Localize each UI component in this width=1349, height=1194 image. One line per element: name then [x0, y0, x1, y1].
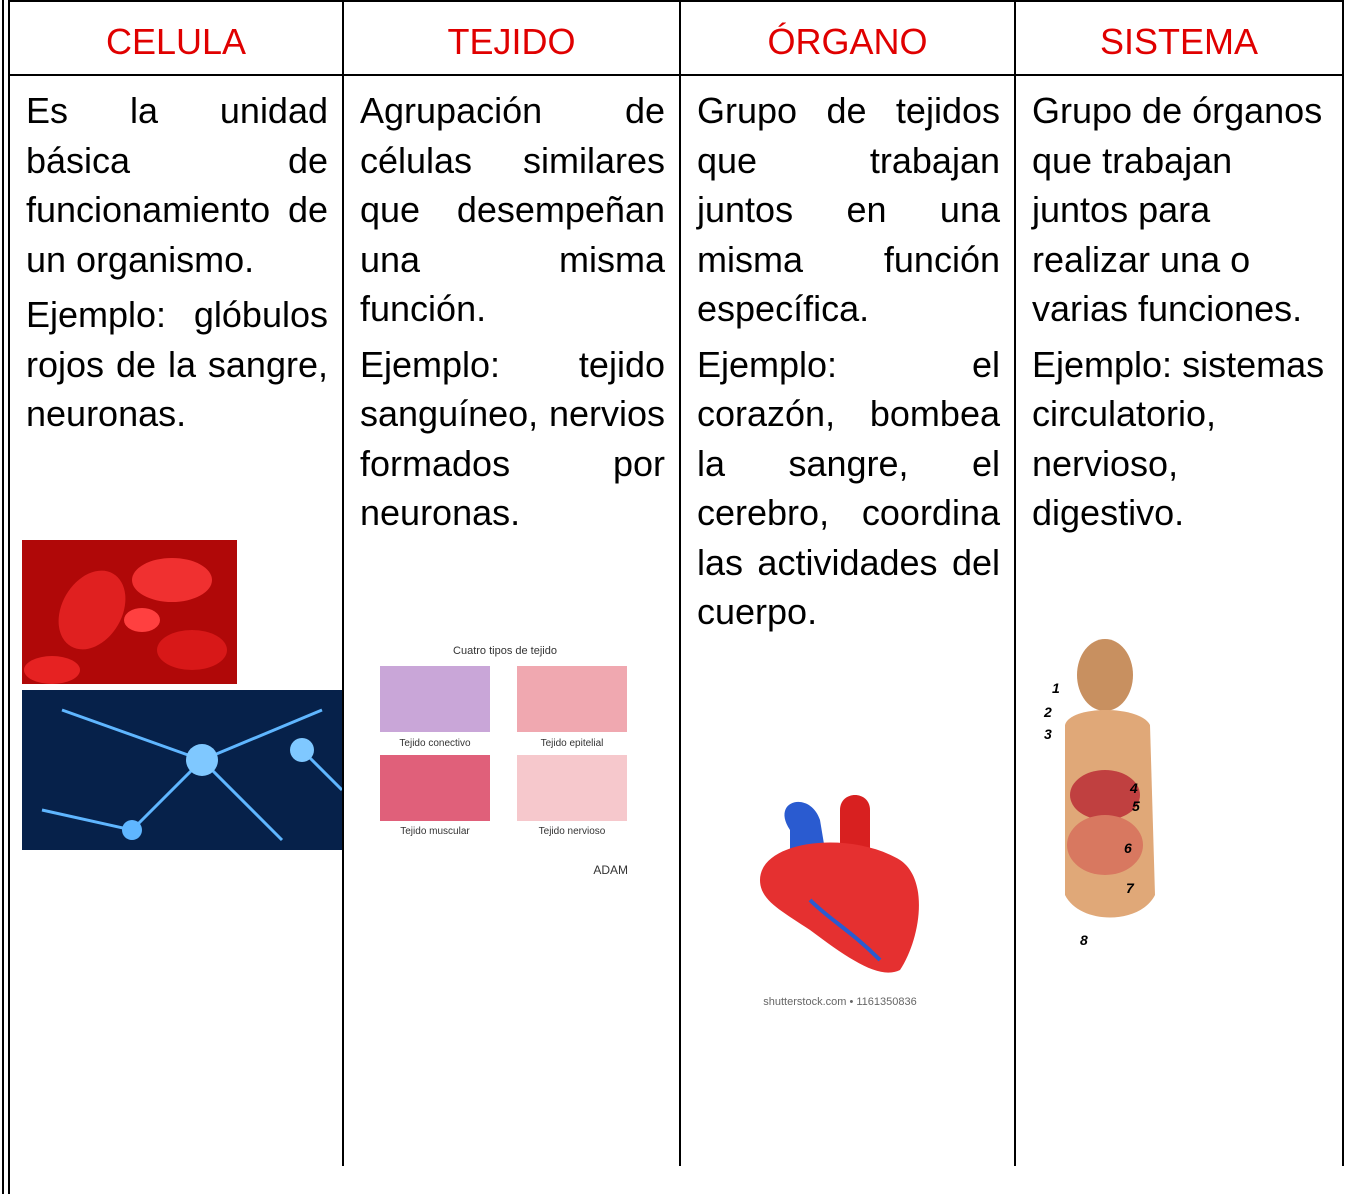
figure-label: Tejido muscular: [400, 826, 470, 837]
paragraph: Grupo de tejidos que trabajan juntos en …: [697, 90, 1000, 329]
header: ÓRGANO: [767, 21, 928, 62]
header: SISTEMA: [1099, 21, 1259, 62]
cell: Agrupación de células similares que dese…: [344, 86, 679, 544]
cell: Grupo de tejidos que trabajan juntos en …: [681, 86, 1014, 643]
paragraph: Ejemplo: sistemas circulatorio, nervioso…: [1032, 343, 1325, 534]
figure-label: 4: [1129, 780, 1138, 796]
figure-label: 7: [1126, 880, 1135, 896]
neurons-image: [22, 690, 342, 850]
paragraph: Es la unidad básica de funcionamiento de…: [26, 90, 328, 280]
figure-label: 2: [1043, 704, 1052, 720]
paragraph: Ejemplo: tejido sanguíneo, nervios forma…: [360, 343, 665, 534]
figure-label: Tejido nervioso: [539, 826, 606, 837]
border: [8, 0, 1343, 2]
border: [342, 0, 344, 1166]
paragraph: Ejemplo: el corazón, bombea la sangre, e…: [697, 343, 1000, 633]
figure-label: 6: [1124, 840, 1132, 856]
figure-credit: ADAM: [593, 863, 628, 877]
figure-label: 3: [1044, 726, 1052, 742]
figure-label: 8: [1080, 932, 1088, 948]
border: [679, 0, 681, 1166]
header: CELULA: [105, 21, 247, 62]
figure-label: Tejido epitelial: [541, 738, 604, 749]
cell: Grupo de órganos que trabajan juntos par…: [1016, 86, 1342, 544]
figure-label: 5: [1132, 798, 1140, 814]
border: [1342, 0, 1344, 1166]
paragraph: Ejemplo: glóbulos rojos de la sangre, ne…: [26, 294, 328, 434]
cell: Es la unidad básica de funcionamiento de…: [10, 86, 342, 445]
paragraph: Agrupación de células similares que dese…: [360, 90, 665, 329]
header: TEJIDO: [447, 21, 576, 62]
border: [8, 74, 1343, 76]
tissue-image: Cuatro tipos de tejido Tejido conectivo …: [380, 645, 628, 877]
border: [2, 0, 4, 1194]
figure-title: Cuatro tipos de tejido: [453, 645, 557, 657]
figure-label: 1: [1052, 680, 1060, 696]
paragraph: Grupo de órganos que trabajan juntos par…: [1032, 90, 1323, 329]
border: [1014, 0, 1016, 1166]
border: [8, 0, 10, 1194]
digestive-image: 1 2 3 4 5 6 7 8: [1043, 639, 1155, 948]
figure-credit: shutterstock.com • 1161350836: [763, 996, 916, 1008]
blood-cells-image: [22, 540, 237, 684]
figure-label: Tejido conectivo: [399, 738, 471, 749]
heart-image: shutterstock.com • 1161350836: [760, 795, 919, 1008]
